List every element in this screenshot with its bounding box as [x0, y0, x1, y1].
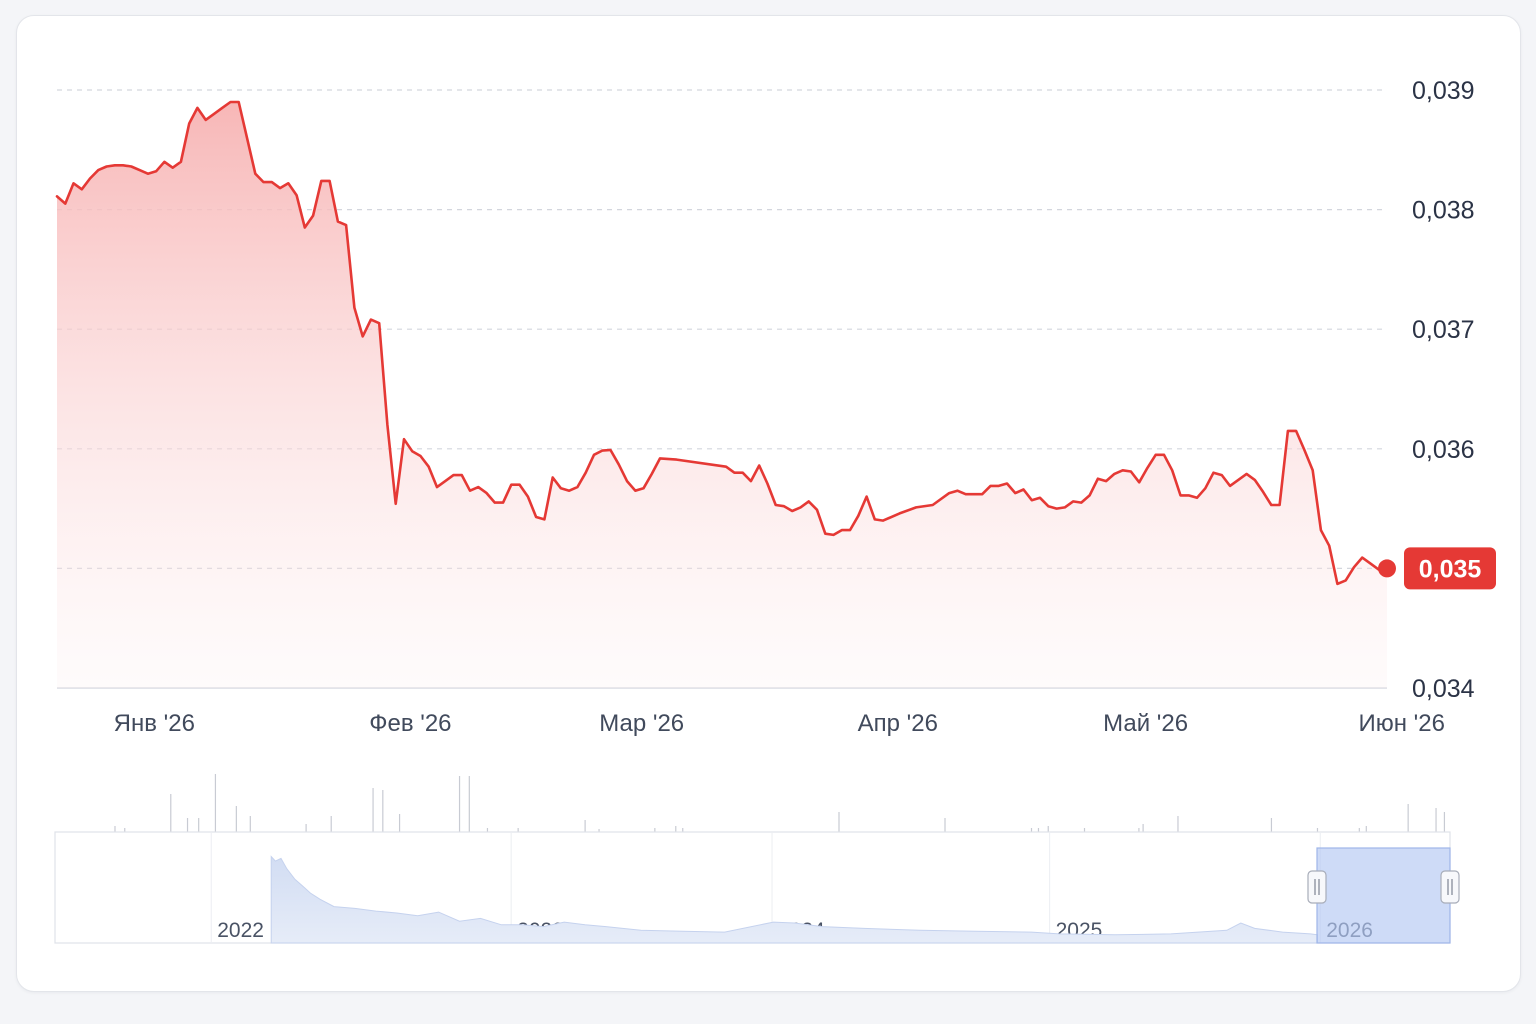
price-line	[55, 100, 1389, 586]
x-tick-label: Июн '26	[1358, 710, 1444, 737]
current-price-dot	[1378, 559, 1396, 578]
x-tick-label: Янв '26	[114, 710, 195, 737]
x-tick-label: Мар '26	[599, 710, 684, 737]
x-tick-label: Май '26	[1103, 710, 1188, 737]
area-layer	[57, 102, 1387, 688]
navigator-left-handle[interactable]	[1307, 870, 1327, 904]
line-layer	[55, 100, 1389, 586]
y-tick-label: 0,036	[1412, 436, 1475, 464]
y-axis: 0,039 0,038 0,037 0,036 0,034	[1412, 77, 1475, 703]
volume-bars	[114, 774, 1446, 832]
handle-grip[interactable]	[1307, 870, 1327, 904]
chart-card: 0,039 0,038 0,037 0,036 0,034 Янв '26 Фев '26…	[16, 15, 1521, 992]
y-tick-label: 0,034	[1412, 675, 1475, 703]
price-area	[57, 102, 1387, 688]
current-price-label: 0,035	[1419, 555, 1482, 583]
handle-grip[interactable]	[1440, 870, 1460, 904]
navigator-series	[270, 855, 1319, 944]
current-price-marker: 0,035	[1378, 547, 1496, 590]
x-tick-label: Апр '26	[858, 710, 938, 737]
navigator-right-handle[interactable]	[1440, 870, 1460, 904]
price-chart: 0,039 0,038 0,037 0,036 0,034 Янв '26 Фев '26…	[54, 77, 1496, 944]
x-axis: Янв '26 Фев '26 Мар '26 Апр '26 Май '26 Июн '…	[114, 710, 1445, 737]
y-tick-label: 0,038	[1412, 197, 1475, 225]
current-price-badge	[1404, 547, 1496, 590]
range-navigator[interactable]: 20222023202420252026	[54, 831, 1460, 944]
y-tick-label: 0,039	[1412, 77, 1475, 105]
y-tick-label: 0,037	[1412, 316, 1475, 344]
x-tick-label: Фев '26	[369, 710, 451, 737]
navigator-year-label: 2022	[217, 919, 264, 942]
navigator-selected-window[interactable]	[1316, 847, 1451, 944]
